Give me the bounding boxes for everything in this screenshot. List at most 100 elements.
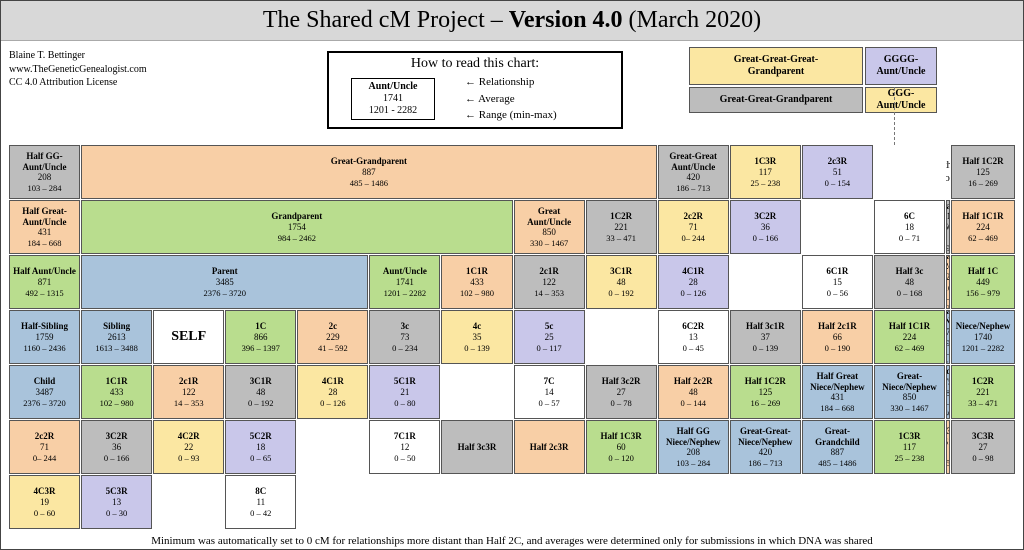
- relationship-cell: Half 3c2R270 – 78: [586, 365, 657, 419]
- relationship-cell: 3C1R480 – 192: [586, 255, 657, 309]
- footer-note: Minimum was automatically set to 0 cM fo…: [1, 535, 1023, 547]
- relationship-cell: 6C1R150 – 56: [802, 255, 873, 309]
- relationship-cell: Half 2c3R: [514, 420, 585, 474]
- relationship-cell: 1C2R22133 – 471: [586, 200, 657, 254]
- relationship-cell: 7C140 – 57: [514, 365, 585, 419]
- relationship-cell: Parent34852376 – 3720: [81, 255, 368, 309]
- relationship-cell: 5c250 – 117: [514, 310, 585, 364]
- relationship-cell: 5C2R180 – 65: [225, 420, 296, 474]
- relationship-cell: Half 3c3R: [441, 420, 512, 474]
- relationship-cell: Half 2c2R480 – 144: [658, 365, 729, 419]
- legend-box: How to read this chart: Aunt/Uncle 1741 …: [327, 51, 623, 129]
- top-tile: Great-Great-Grandparent: [689, 87, 863, 113]
- other-relationships-header: Other Relationships: [946, 145, 950, 199]
- spacer: [153, 475, 224, 529]
- relationship-cell: 2c3R510 – 154: [802, 145, 873, 199]
- relationship-cell: Half 3c1R370 – 139: [730, 310, 801, 364]
- spacer: [802, 200, 873, 254]
- relationship-cell: Half 2c1R660 – 190: [946, 200, 950, 254]
- relationship-cell: 5C3R130 – 30: [81, 475, 152, 529]
- attribution: Blaine T. Bettinger www.TheGeneticGeneal…: [9, 49, 147, 90]
- relationship-cell: Great-Grandchild887485 – 1486: [802, 420, 873, 474]
- top-tiles: Great-Great-Great- GrandparentGGGG- Aunt…: [687, 47, 1015, 113]
- title-pre: The Shared cM Project –: [263, 7, 509, 33]
- relationship-cell: 1C2R22133 – 471: [951, 365, 1015, 419]
- title-post: (March 2020): [623, 7, 762, 33]
- relationship-cell: Great-Grandparent887485 – 1486: [81, 145, 657, 199]
- relationship-cell: 8C110 – 42: [225, 475, 296, 529]
- relationship-cell: 3C2R360 – 166: [730, 200, 801, 254]
- title-bold: Version 4.0: [509, 7, 623, 33]
- relationship-cell: 6C2R130 – 45: [658, 310, 729, 364]
- relationship-cell: Half Niece/Nephew871492 – 1315: [946, 310, 950, 364]
- top-tile: Great-Great-Great- Grandparent: [689, 47, 863, 85]
- legend-sample: Aunt/Uncle 1741 1201 - 2282: [351, 78, 435, 120]
- license: CC 4.0 Attribution License: [9, 76, 147, 90]
- spacer: [297, 420, 368, 474]
- relationship-cell: 3c730 – 234: [369, 310, 440, 364]
- relationship-cell: Great-Niece/Nephew850330 – 1467: [874, 365, 945, 419]
- relationship-cell: Half-Sibling17591160 – 2436: [9, 310, 80, 364]
- relationship-cell: Half 1C1R22462 – 469: [874, 310, 945, 364]
- relationship-cell: 2c1R12214 – 353: [153, 365, 224, 419]
- relationship-cell: 2c22941 – 592: [297, 310, 368, 364]
- relationship-cell: Half 1C1R22462 – 469: [951, 200, 1015, 254]
- relationship-cell: Grandchild1754984 – 2462: [946, 365, 950, 419]
- relationship-cell: 4C1R280 – 126: [658, 255, 729, 309]
- relationship-cell: 3C1R480 – 192: [225, 365, 296, 419]
- spacer: [586, 310, 657, 364]
- legend-title: How to read this chart:: [335, 56, 615, 72]
- relationship-cell: 5C1R210 – 80: [369, 365, 440, 419]
- relationship-cell: Half 2c12010 – 325: [946, 255, 950, 309]
- spacer: [874, 145, 945, 199]
- relationship-cell: Great-Great Aunt/Uncle420186 – 713: [658, 145, 729, 199]
- relationship-cell: Child34872376 – 3720: [9, 365, 80, 419]
- relationship-cell: 6C180 – 71: [874, 200, 945, 254]
- relationship-cell: 4c350 – 139: [441, 310, 512, 364]
- relationship-grid: Half GG-Aunt/Uncle208103 – 284Great-Gran…: [9, 145, 1015, 529]
- dotted-connector: [894, 87, 895, 145]
- top-tile: GGGG- Aunt/Uncle: [865, 47, 937, 85]
- author: Blaine T. Bettinger: [9, 49, 147, 63]
- relationship-cell: Aunt/Uncle17411201 – 2282: [369, 255, 440, 309]
- relationship-cell: 3C2R360 – 166: [81, 420, 152, 474]
- spacer: [441, 365, 512, 419]
- relationship-cell: 1C3R11725 – 238: [730, 145, 801, 199]
- relationship-cell: 7C1R120 – 50: [369, 420, 440, 474]
- relationship-cell: Sibling26131613 – 3488: [81, 310, 152, 364]
- relationship-cell: Half GG-Aunt/Uncle208103 – 284: [9, 145, 80, 199]
- relationship-cell: 1C1R433102 – 980: [441, 255, 512, 309]
- relationship-cell: Half GG Niece/Nephew208103 – 284: [658, 420, 729, 474]
- legend-labels: ← Relationship ← Average ← Range (min-ma…: [465, 74, 557, 124]
- page-title: The Shared cM Project – Version 4.0 (Mar…: [1, 1, 1023, 41]
- relationship-cell: 4C2R220 – 93: [153, 420, 224, 474]
- relationship-cell: Half 1C2R12516 – 269: [951, 145, 1015, 199]
- relationship-cell: 2c3R510 – 154: [946, 420, 950, 474]
- relationship-cell: 1C866396 – 1397: [225, 310, 296, 364]
- relationship-cell: Half 3c480 – 168: [874, 255, 945, 309]
- meta-region: Blaine T. Bettinger www.TheGeneticGeneal…: [1, 47, 1023, 145]
- relationship-cell: Half 1C3R600 – 120: [586, 420, 657, 474]
- self-cell: SELF: [153, 310, 224, 364]
- relationship-cell: 1C1R433102 – 980: [81, 365, 152, 419]
- site: www.TheGeneticGenealogist.com: [9, 63, 147, 77]
- relationship-cell: Half Great Niece/Nephew431184 – 668: [802, 365, 873, 419]
- relationship-cell: 2c2R710– 244: [658, 200, 729, 254]
- relationship-cell: Half Aunt/Uncle871492 – 1315: [9, 255, 80, 309]
- relationship-cell: Half 2c1R660 – 190: [802, 310, 873, 364]
- relationship-cell: Great-Great-Niece/Nephew420186 – 713: [730, 420, 801, 474]
- relationship-cell: 1C3R11725 – 238: [874, 420, 945, 474]
- relationship-cell: 3C3R270 – 98: [951, 420, 1015, 474]
- relationship-cell: 2c2R710– 244: [9, 420, 80, 474]
- relationship-cell: 4C3R190 – 60: [9, 475, 80, 529]
- relationship-cell: 4C1R280 – 126: [297, 365, 368, 419]
- relationship-cell: Great Aunt/Uncle850330 – 1467: [514, 200, 585, 254]
- relationship-cell: Niece/Nephew17401201 – 2282: [951, 310, 1015, 364]
- relationship-cell: Half 1C2R12516 – 269: [730, 365, 801, 419]
- relationship-cell: Half 1C449156 – 979: [951, 255, 1015, 309]
- relationship-cell: 2c1R12214 – 353: [514, 255, 585, 309]
- top-tile: GGG- Aunt/Uncle: [865, 87, 937, 113]
- relationship-cell: Grandparent1754984 – 2462: [81, 200, 512, 254]
- spacer: [730, 255, 801, 309]
- relationship-cell: Half Great-Aunt/Uncle431184 – 668: [9, 200, 80, 254]
